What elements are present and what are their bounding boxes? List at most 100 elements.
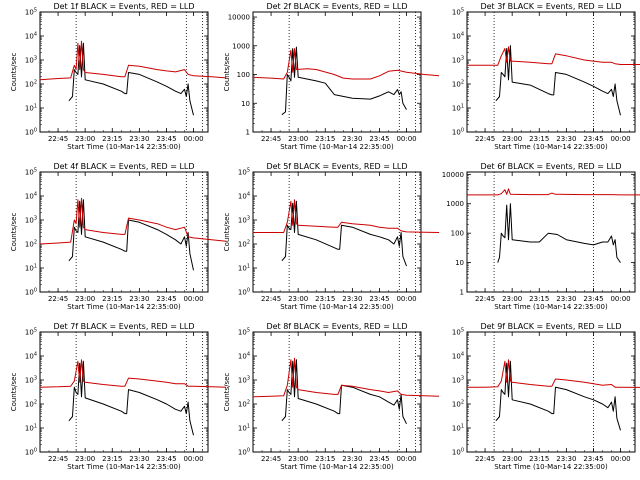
y-axis-label: Counts/sec <box>10 213 18 252</box>
y-tick-label: 1 <box>460 289 464 297</box>
x-tick-label: 23:45 <box>369 135 389 143</box>
series-line-events <box>495 45 621 116</box>
x-axis-label: Start Time (10-Mar-14 22:35:00) <box>494 143 608 151</box>
y-tick-label: 1000 <box>446 200 464 208</box>
series-line-events <box>68 42 194 116</box>
chart-title: Det 1f BLACK = Events, RED = LLD <box>53 2 194 11</box>
y-tick-label: 102 <box>452 400 464 409</box>
x-tick-label: 00:00 <box>183 135 203 143</box>
x-tick-label: 23:15 <box>102 295 122 303</box>
plot-frame <box>39 331 209 453</box>
chart-panel-9: Det 9f BLACK = Events, RED = LLD 100 101 10… <box>452 322 640 471</box>
y-tick-label: 103 <box>452 56 464 65</box>
chart-title: Det 7f BLACK = Events, RED = LLD <box>53 322 194 331</box>
series-line-events <box>68 199 194 271</box>
y-tick-label: 102 <box>25 240 37 249</box>
chart-panel-2: Det 2f BLACK = Events, RED = LLD 1 10 100 10… <box>223 2 440 151</box>
y-tick-label: 104 <box>452 352 464 361</box>
y-axis-label: Counts/sec <box>10 373 18 412</box>
x-tick-label: 22:45 <box>261 295 281 303</box>
series-line-lld <box>39 359 227 388</box>
y-tick-label: 103 <box>238 376 250 385</box>
chart-title: Det 6f BLACK = Events, RED = LLD <box>480 162 621 171</box>
y-tick-label: 100 <box>238 448 250 457</box>
y-axis-label: Counts/sec <box>10 53 18 92</box>
x-tick-label: 23:30 <box>129 455 149 463</box>
y-tick-label: 101 <box>452 104 464 113</box>
x-tick-label: 23:15 <box>315 455 335 463</box>
x-tick-label: 23:00 <box>75 455 95 463</box>
y-tick-label: 104 <box>25 352 37 361</box>
y-tick-label: 104 <box>238 352 250 361</box>
y-tick-label: 102 <box>452 80 464 89</box>
plot-frame <box>252 331 422 453</box>
x-axis-label: Start Time (10-Mar-14 22:35:00) <box>494 463 608 471</box>
chart-panel-3: Det 3f BLACK = Events, RED = LLD 100 101 10… <box>452 2 640 151</box>
x-axis-label: Start Time (10-Mar-14 22:35:00) <box>67 463 181 471</box>
series-line-lld <box>467 188 640 196</box>
x-tick-label: 00:00 <box>183 295 203 303</box>
x-tick-label: 22:45 <box>475 455 495 463</box>
x-tick-label: 23:00 <box>502 135 522 143</box>
x-tick-label: 00:00 <box>610 135 630 143</box>
x-tick-label: 23:15 <box>315 135 335 143</box>
series-line-lld <box>39 197 227 245</box>
x-tick-label: 23:30 <box>342 295 362 303</box>
y-tick-label: 101 <box>25 104 37 113</box>
y-tick-label: 100 <box>25 128 37 137</box>
series-line-lld <box>467 359 640 388</box>
x-tick-label: 23:45 <box>369 455 389 463</box>
y-tick-label: 100 <box>25 288 37 297</box>
x-tick-label: 23:45 <box>156 295 176 303</box>
y-axis-label: Counts/sec <box>223 53 231 92</box>
x-tick-label: 23:00 <box>502 295 522 303</box>
series-line-lld <box>467 46 640 66</box>
x-tick-label: 00:00 <box>396 135 416 143</box>
x-tick-label: 23:30 <box>342 455 362 463</box>
x-axis-label: Start Time (10-Mar-14 22:35:00) <box>67 143 181 151</box>
plot-frame <box>466 11 636 133</box>
x-tick-label: 23:30 <box>556 135 576 143</box>
x-tick-label: 23:00 <box>288 135 308 143</box>
y-tick-label: 102 <box>238 400 250 409</box>
y-tick-label: 101 <box>25 424 37 433</box>
y-tick-label: 100 <box>237 71 250 79</box>
chart-title: Det 2f BLACK = Events, RED = LLD <box>266 2 407 11</box>
y-tick-label: 100 <box>452 128 464 137</box>
x-tick-label: 23:30 <box>129 295 149 303</box>
chart-panel-8: Det 8f BLACK = Events, RED = LLD 100 101 10… <box>223 322 440 471</box>
plot-frame <box>39 11 209 133</box>
x-tick-label: 23:45 <box>369 295 389 303</box>
chart-panel-5: Det 5f BLACK = Events, RED = LLD 100 101 10… <box>223 162 440 311</box>
chart-panel-1: Det 1f BLACK = Events, RED = LLD 100 101 10… <box>10 2 227 151</box>
y-tick-label: 10000 <box>228 14 250 22</box>
x-tick-label: 00:00 <box>396 295 416 303</box>
y-axis-label: Counts/sec <box>223 373 231 412</box>
chart-panel-4: Det 4f BLACK = Events, RED = LLD 100 101 10… <box>10 162 227 311</box>
y-tick-label: 101 <box>238 424 250 433</box>
x-tick-label: 23:30 <box>556 295 576 303</box>
x-tick-label: 23:15 <box>529 455 549 463</box>
series-line-events <box>281 200 407 267</box>
chart-title: Det 9f BLACK = Events, RED = LLD <box>480 322 621 331</box>
series-line-events <box>497 203 621 263</box>
y-tick-label: 104 <box>25 32 37 41</box>
x-axis-label: Start Time (10-Mar-14 22:35:00) <box>280 303 394 311</box>
y-tick-label: 105 <box>25 168 37 177</box>
chart-title: Det 3f BLACK = Events, RED = LLD <box>480 2 621 11</box>
y-tick-label: 105 <box>452 328 464 337</box>
y-tick-label: 10000 <box>442 171 464 179</box>
chart-title: Det 4f BLACK = Events, RED = LLD <box>53 162 194 171</box>
plot-frame <box>466 331 636 453</box>
y-tick-label: 100 <box>451 230 464 238</box>
x-tick-label: 23:15 <box>102 135 122 143</box>
series-line-events <box>281 359 407 425</box>
x-tick-label: 00:00 <box>610 455 630 463</box>
y-tick-label: 101 <box>238 264 250 273</box>
y-tick-label: 103 <box>25 376 37 385</box>
y-tick-label: 105 <box>238 328 250 337</box>
x-tick-label: 22:45 <box>475 295 495 303</box>
chart-panel-6: Det 6f BLACK = Events, RED = LLD 1 10 100 10… <box>442 162 640 311</box>
x-tick-label: 00:00 <box>183 455 203 463</box>
x-tick-label: 23:45 <box>583 455 603 463</box>
